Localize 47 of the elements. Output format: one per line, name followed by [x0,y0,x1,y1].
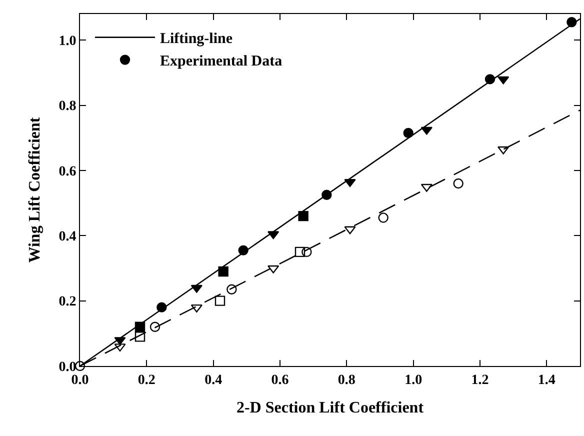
point [238,245,248,256]
y-axis-title: Wing Lift Coefficient [26,116,44,263]
y-tick-label: 0.0 [58,360,76,375]
point [403,128,414,138]
x-tick-label: 0.4 [204,372,222,388]
legend-label: Lifting-line [160,31,233,48]
x-tick-label: 1.4 [538,372,556,388]
x-tick-label: 0.6 [271,372,289,388]
x-tick-label: 0.8 [338,372,356,388]
y-tick-label: 0.8 [58,99,76,114]
x-tick-label: 0.0 [71,372,89,388]
legend-label: Experimental Data [160,54,283,70]
point [190,284,202,293]
point [134,322,146,332]
point [214,296,226,306]
point [150,322,160,332]
x-axis-title: 2-D Section Lift Coefficient [236,400,424,416]
point [134,332,146,342]
point [268,231,280,240]
point [190,304,202,312]
point [420,126,432,135]
point [420,184,432,192]
point [114,337,126,346]
point [498,146,510,154]
y-tick-label: 0.2 [58,294,76,310]
point [484,74,496,84]
point [114,344,126,352]
point [294,246,306,258]
x-tick-label: 1.2 [471,372,489,388]
y-tick-label: 0.4 [58,230,76,245]
y-tick-label: 0.6 [58,164,76,180]
point [226,284,237,295]
point [566,17,577,28]
point [156,302,167,312]
x-tick-label: 1.0 [404,372,422,388]
point [298,210,308,222]
point [378,212,388,223]
x-tick-label: 0.2 [138,372,156,388]
point [498,76,510,84]
point [268,265,280,274]
point [74,360,86,372]
point [218,266,228,277]
point [302,246,312,258]
point [344,226,356,234]
point [453,178,464,189]
y-tick-label: 1.0 [58,34,76,49]
point [322,190,332,200]
